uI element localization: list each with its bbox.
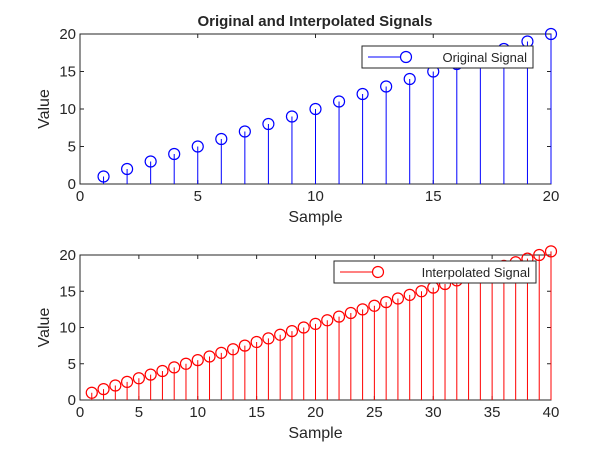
y-tick-label: 5 [68,139,76,156]
stem-marker [285,325,299,338]
x-tick-label: 20 [543,188,560,205]
stem-marker [144,368,157,381]
stem-marker [380,296,393,309]
y-tick-label: 5 [68,356,76,373]
x-tick-label: 25 [366,404,383,421]
stem-marker [215,346,228,359]
stem-marker [168,147,181,161]
stem-marker [168,361,181,374]
stem-marker [85,386,98,399]
y-tick-label: 15 [59,283,76,300]
stem-marker [262,117,275,131]
stem-marker [191,140,204,153]
stem-marker [356,87,369,101]
x-tick-label: 10 [189,404,206,421]
stem-marker [226,343,240,356]
y-tick-label: 15 [59,64,76,81]
x-tick-label: 0 [76,404,84,421]
stem-marker [368,299,381,312]
stem-marker [203,350,216,363]
legend-marker [371,265,385,279]
x-tick-label: 15 [425,188,442,205]
stem-marker [332,310,346,323]
y-axis-label: Value [36,89,53,129]
x-tick-label: 20 [307,404,324,421]
x-tick-label: 15 [248,404,265,421]
x-axis-label: Sample [288,209,342,226]
stem-marker [274,328,287,341]
top-axes: 0 5 10 15 20 0 5 10 15 20 Sample Value Original Sign… [36,26,559,226]
y-tick-label: 10 [59,320,76,337]
stem-marker [356,303,369,316]
y-tick-label: 10 [59,101,76,118]
stem-marker [403,288,416,301]
stem-marker [544,27,558,41]
stem-marker [403,72,416,86]
stem-marker [309,317,322,330]
stem-marker [297,321,310,334]
stem-marker [120,375,134,388]
stem-marker [238,125,251,138]
stem-marker [179,357,193,370]
x-tick-label: 5 [135,404,143,421]
stem-marker [250,335,263,349]
stem-marker [215,132,228,146]
legend-entry: Interpolated Signal [422,265,531,280]
x-tick-label: 35 [484,404,501,421]
stem-marker [391,292,405,305]
x-tick-label: 10 [307,188,324,205]
bottom-axes: 0 5 10 15 20 25 30 35 40 0 5 10 15 20 Sample Value Inter… [36,245,560,442]
legend-marker [399,50,413,64]
y-axis-label: Value [36,308,53,348]
y-tick-label: 0 [68,176,76,193]
stem-marker [533,248,546,262]
stem-marker [132,372,145,385]
stem-marker [97,170,110,183]
y-tick-label: 0 [68,392,76,409]
x-tick-label: 0 [76,188,84,205]
stem-marker [321,314,334,327]
legend-box [333,260,537,284]
stem-marker [109,379,122,392]
stem-marker [156,364,169,378]
chart-title: Original and Interpolated Signals [197,13,432,30]
stem-marker [380,80,393,93]
x-tick-label: 40 [543,404,560,421]
stem-marker [97,383,110,396]
legend: Interpolated Signal [333,260,537,284]
y-tick-label: 20 [59,247,76,264]
stem-marker [544,245,558,258]
stem-marker [332,95,346,108]
stem-marker [262,332,275,345]
stem-marker [120,162,134,176]
legend-entry: Original Signal [442,50,527,65]
stem-marker [285,110,299,123]
stem-marker [238,339,251,352]
stem-marker [144,155,157,168]
y-tick-label: 20 [59,26,76,43]
legend: Original Signal [361,45,534,69]
x-tick-label: 30 [425,404,442,421]
stem-marker [344,306,357,320]
stem-marker [309,102,322,116]
stem-marker [415,285,428,298]
x-axis-label: Sample [288,425,342,442]
x-tick-label: 5 [194,188,202,205]
stem-marker [191,354,204,367]
